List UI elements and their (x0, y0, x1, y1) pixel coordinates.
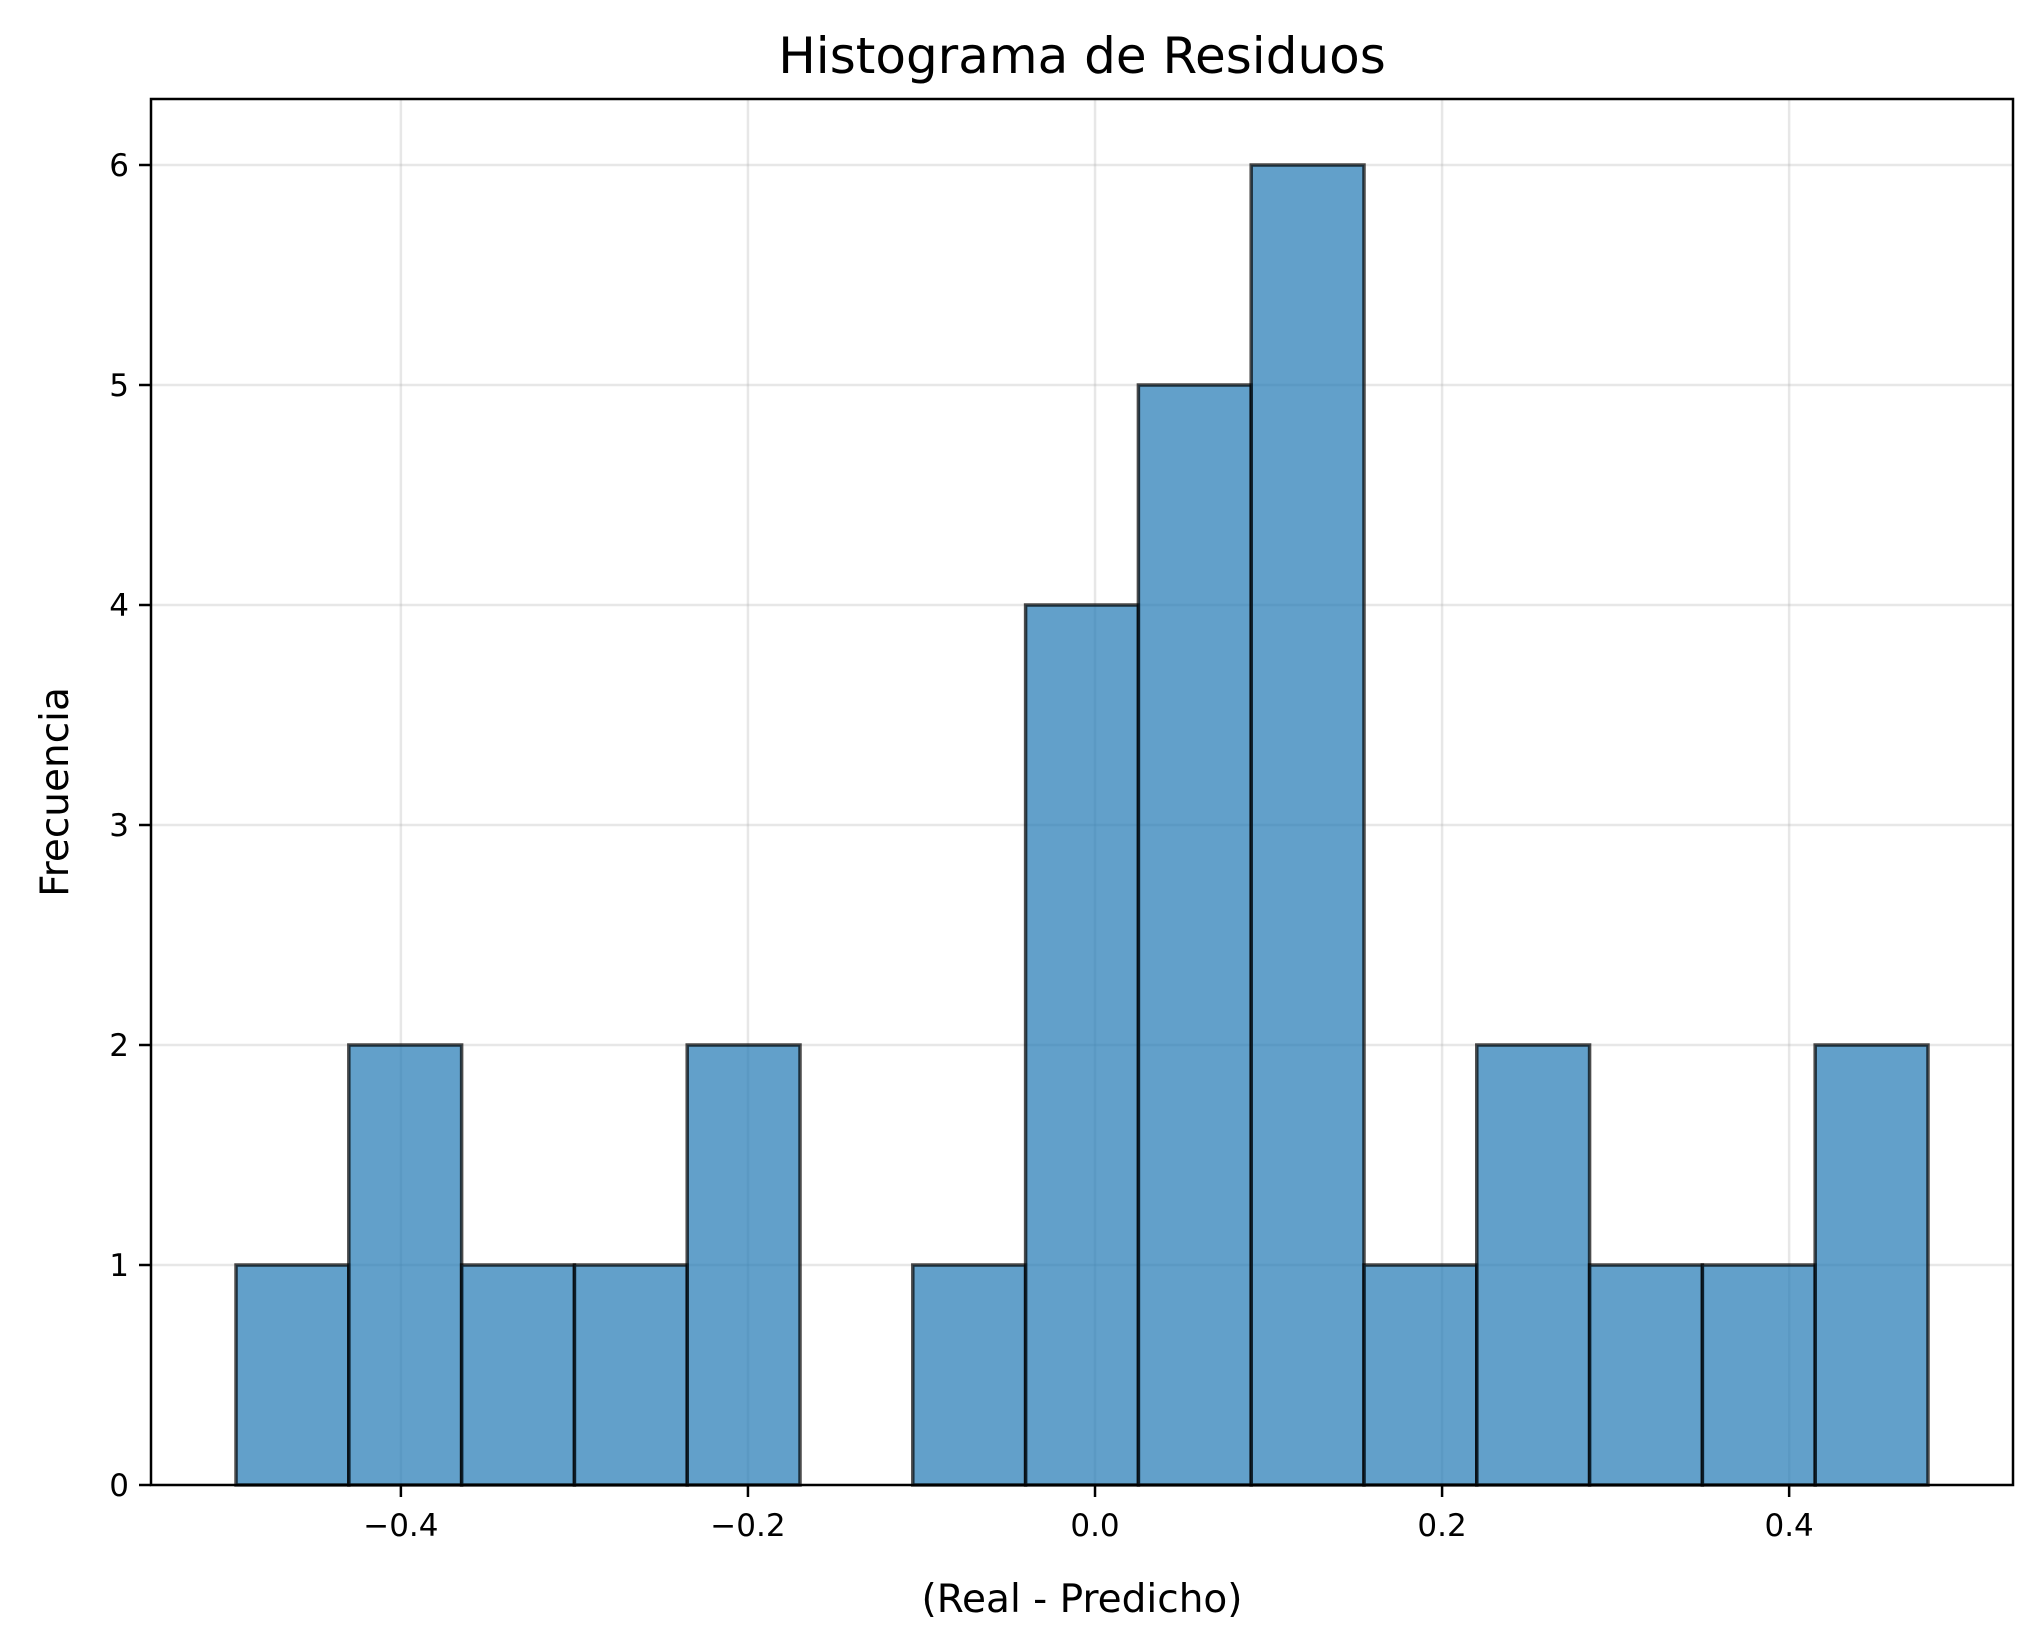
y-axis-label: Frecuencia (33, 687, 78, 897)
x-axis-ticks: −0.4 −0.2 0.0 0.2 0.4 (363, 1485, 1814, 1544)
histogram-bar (234, 1263, 351, 1487)
x-axis-label: (Real - Predicho) (922, 1577, 1243, 1622)
histogram-bar (1813, 1043, 1930, 1487)
histogram-bar (1475, 1043, 1592, 1487)
y-tick-label: 1 (109, 1248, 129, 1284)
x-tick-label: 0.4 (1764, 1508, 1813, 1544)
histogram-bar (1136, 383, 1253, 1487)
histogram-bar (1023, 603, 1141, 1487)
chart-title: Histograma de Residuos (778, 27, 1386, 85)
x-tick-label: −0.2 (710, 1508, 785, 1544)
x-tick-label: 0.0 (1070, 1508, 1119, 1544)
histogram-bar (1362, 1263, 1479, 1487)
histogram-bar (572, 1263, 689, 1487)
y-axis-ticks: 0 1 2 3 4 5 6 (109, 148, 151, 1504)
histogram-bar (459, 1263, 577, 1487)
plot-area-frame (149, 97, 2015, 1487)
y-tick-label: 3 (109, 808, 129, 844)
histogram-bar (685, 1043, 802, 1487)
histogram-bar (911, 1263, 1028, 1487)
y-tick-label: 5 (109, 368, 129, 404)
y-tick-label: 4 (109, 588, 129, 624)
x-tick-label: 0.2 (1417, 1508, 1466, 1544)
y-tick-label: 2 (109, 1028, 129, 1064)
histogram-bar (1587, 1263, 1705, 1487)
histogram-bar (1700, 1263, 1817, 1487)
bars (234, 163, 1930, 1487)
y-tick-label: 0 (109, 1468, 129, 1504)
x-tick-label: −0.4 (363, 1508, 438, 1544)
histogram-bar (347, 1043, 464, 1487)
y-tick-label: 6 (109, 148, 129, 184)
histogram-bar (1249, 163, 1366, 1487)
